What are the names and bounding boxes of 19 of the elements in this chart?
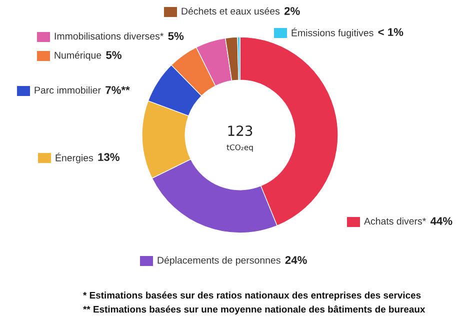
legend-label: Immobilisations diverses* <box>54 32 164 40</box>
data-label: 7%** <box>106 86 130 94</box>
data-label: 5% <box>106 51 122 59</box>
legend-label: Déchets et eaux usées <box>182 7 280 15</box>
data-label: 24% <box>285 256 307 264</box>
data-label: 13% <box>98 153 120 161</box>
text: 123 <box>228 126 252 136</box>
legend-label: Achats divers* <box>364 217 426 225</box>
data-label: 2% <box>284 7 300 15</box>
text: ** Estimations basées sur une moyenne nationale des bâtiments de bureaux <box>83 305 426 315</box>
legend-label: Émissions fugitives <box>292 28 374 38</box>
legend-label: Parc immobilier <box>34 86 101 94</box>
data-label: 44% <box>430 217 452 225</box>
legend-label: Numérique <box>54 51 102 61</box>
data-label: < 1% <box>378 28 404 36</box>
legend-label: Déplacements de personnes <box>158 256 280 266</box>
data-label: 5% <box>168 32 184 40</box>
legend-label: Énergies <box>56 152 94 164</box>
text: * Estimations basées sur des ratios nationaux des entreprises des services <box>83 292 421 300</box>
